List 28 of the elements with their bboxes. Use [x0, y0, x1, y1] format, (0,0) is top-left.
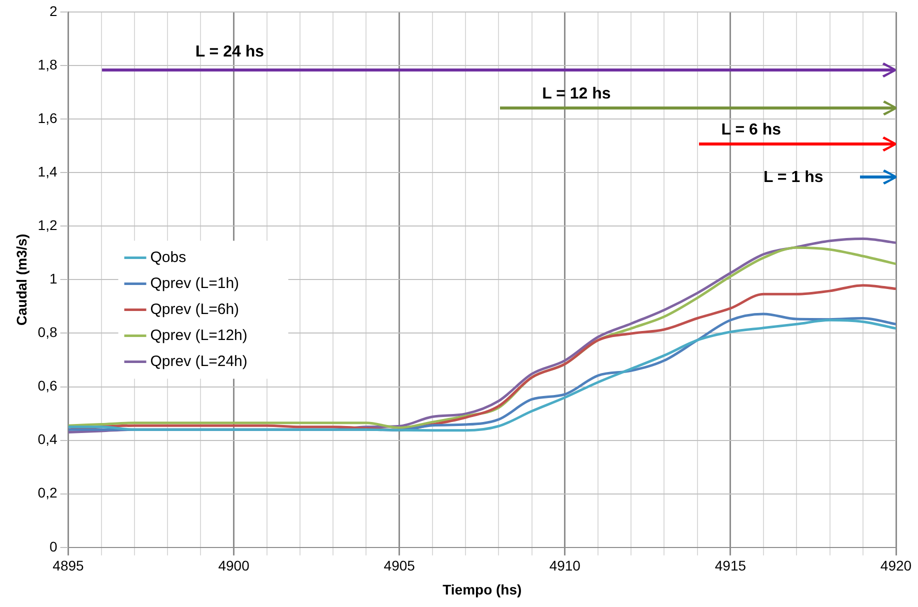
x-tick-label: 4895	[52, 558, 84, 574]
y-axis-title: Caudal (m3/s)	[13, 234, 30, 326]
y-tick-label: 1,8	[38, 56, 58, 72]
annotation: L = 6 hs	[721, 122, 782, 139]
x-tick-label: 4915	[714, 558, 746, 574]
legend-label: Qprev (L=1h)	[150, 274, 240, 292]
y-tick-label: 1,2	[38, 217, 58, 234]
y-tick-label: 0,8	[38, 324, 58, 340]
y-tick-label: 0,4	[38, 431, 58, 448]
y-tick-label: 0,6	[38, 378, 58, 394]
x-axis-title: Tiempo (hs)	[442, 581, 522, 598]
annotation: L = 24 hs	[195, 44, 264, 61]
y-tick-label: 1,4	[38, 163, 58, 180]
legend-label: Qobs	[150, 248, 186, 266]
legend-label: Qprev (L=24h)	[150, 352, 248, 370]
y-tick-label: 2	[49, 2, 58, 19]
y-tick-label: 0,2	[38, 484, 58, 501]
y-tick-label: 1	[49, 270, 58, 287]
legend-label: Qprev (L=6h)	[150, 300, 240, 318]
x-tick-label: 4905	[384, 558, 416, 574]
x-tick-label: 4920	[880, 558, 912, 574]
y-tick-label: 0	[49, 538, 58, 554]
annotation: L = 12 hs	[542, 85, 611, 102]
legend-label: Qprev (L=12h)	[150, 326, 248, 344]
y-tick-label: 1,6	[38, 110, 58, 126]
x-tick-label: 4900	[218, 558, 250, 574]
annotation: L = 1 hs	[763, 168, 824, 186]
x-tick-label: 4910	[549, 558, 581, 574]
